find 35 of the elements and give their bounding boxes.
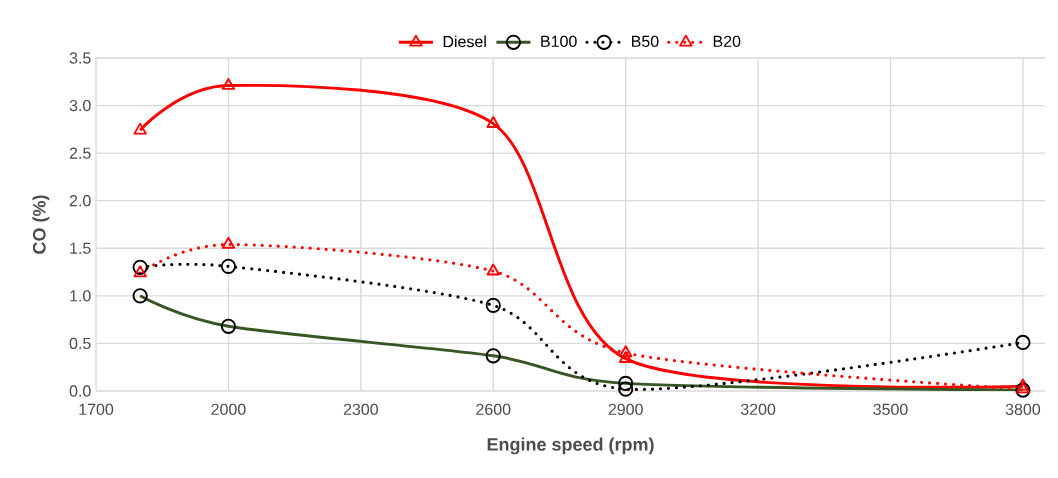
x-tick-label: 3200	[740, 403, 776, 416]
y-tick-label: 2.5	[69, 147, 91, 159]
point	[618, 351, 633, 363]
x-tick-label: 3800	[1005, 403, 1041, 416]
legend-label: B100	[541, 35, 577, 48]
y-tick-label: 3.5	[69, 52, 91, 64]
x-tick-label: 2000	[211, 403, 246, 416]
point	[1015, 334, 1031, 351]
point	[221, 236, 236, 249]
point	[618, 381, 634, 397]
point	[486, 263, 500, 276]
legend-label: B50	[632, 35, 659, 48]
y-axis-title: CO (%)	[32, 195, 50, 254]
point	[221, 77, 236, 90]
y-tick-label: 3.0	[69, 99, 91, 112]
y-tick-label: 2.0	[69, 195, 91, 207]
x-tick-label: 1700	[79, 403, 114, 416]
x-axis-title: Engine speed (rpm)	[487, 437, 654, 455]
legend-label: B20	[713, 35, 741, 48]
y-tick-label: 1.5	[70, 242, 91, 254]
x-tick-label: 2300	[343, 403, 379, 416]
y-tick-label: 0.0	[69, 385, 91, 397]
x-tick-label: 2900	[608, 403, 643, 416]
point	[486, 116, 500, 128]
legend-label: Diesel	[443, 35, 486, 48]
y-tick-label: 0.5	[69, 337, 91, 350]
point	[133, 265, 147, 278]
y-tick-label: 1.0	[70, 290, 91, 302]
point	[133, 122, 147, 135]
x-tick-label: 3500	[873, 403, 908, 416]
point	[220, 258, 237, 274]
point	[485, 297, 501, 313]
point	[618, 345, 633, 358]
x-tick-label: 2600	[476, 403, 511, 416]
point	[132, 259, 148, 275]
